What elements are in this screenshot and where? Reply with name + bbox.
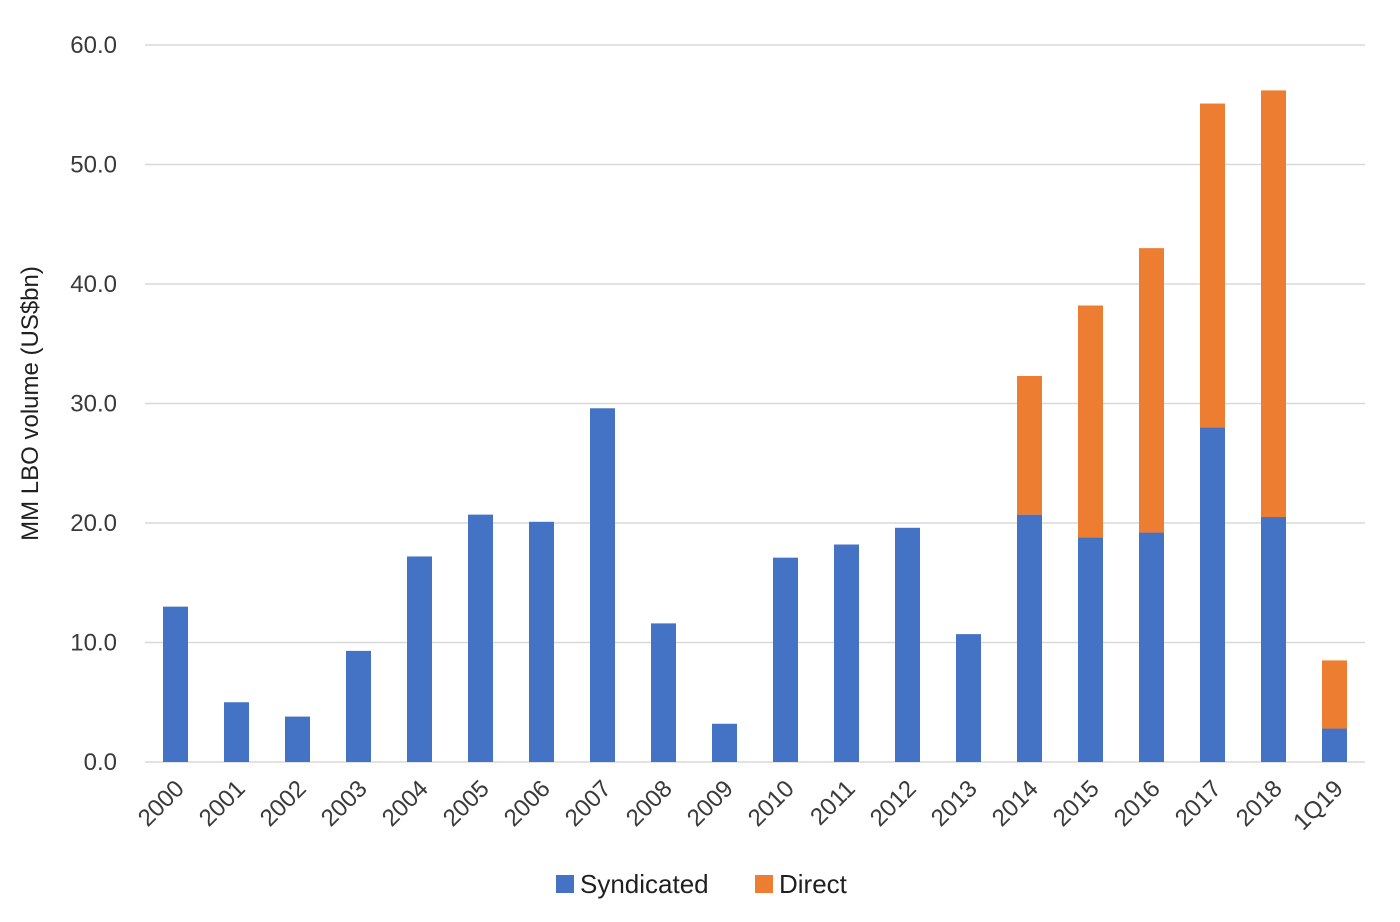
- x-tick-label: 1Q19: [1288, 775, 1349, 836]
- y-tick-label: 30.0: [70, 391, 117, 418]
- bar-syndicated-2012: [895, 527, 920, 762]
- bar-syndicated-2015: [1078, 537, 1103, 762]
- x-tick-label: 2013: [926, 775, 983, 832]
- legend: Syndicated Direct: [556, 869, 848, 899]
- y-axis-ticks: 0.0 10.0 20.0 30.0 40.0 50.0 60.0: [70, 32, 117, 776]
- y-tick-label: 40.0: [70, 271, 117, 298]
- bar-syndicated-2009: [712, 723, 737, 762]
- bar-syndicated-2007: [590, 408, 615, 762]
- legend-label-direct: Direct: [779, 869, 848, 899]
- bar-syndicated-2014: [1017, 514, 1042, 762]
- y-tick-label: 50.0: [70, 152, 117, 179]
- legend-swatch-syndicated: [556, 875, 574, 893]
- x-axis-ticks: 2000 2001 2002 2003 2004 2005 2006 2007 2008 2009…: [133, 775, 1349, 836]
- x-tick-label: 2002: [255, 775, 312, 832]
- bar-syndicated-2016: [1139, 532, 1164, 762]
- x-tick-label: 2016: [1109, 775, 1166, 832]
- bars: [163, 90, 1347, 762]
- bar-direct-1q19: [1322, 660, 1347, 729]
- x-tick-label: 2018: [1231, 775, 1288, 832]
- legend-label-syndicated: Syndicated: [580, 869, 709, 899]
- x-tick-label: 2008: [621, 775, 678, 832]
- y-tick-label: 60.0: [70, 32, 117, 59]
- bar-syndicated-2005: [468, 514, 493, 762]
- gridlines: [145, 44, 1365, 763]
- bar-syndicated-2006: [529, 521, 554, 762]
- bar-syndicated-2011: [834, 544, 859, 762]
- y-axis-title: MM LBO volume (US$bn): [17, 266, 44, 541]
- bar-direct-2014: [1017, 376, 1042, 515]
- x-tick-label: 2014: [987, 775, 1044, 832]
- legend-swatch-direct: [755, 875, 773, 893]
- bar-syndicated-2000: [163, 606, 188, 762]
- x-tick-label: 2012: [865, 775, 922, 832]
- x-tick-label: 2004: [377, 775, 434, 832]
- x-tick-label: 2017: [1170, 775, 1227, 832]
- x-tick-label: 2009: [682, 775, 739, 832]
- bar-syndicated-2018: [1261, 517, 1286, 762]
- x-tick-label: 2007: [560, 775, 617, 832]
- bar-syndicated-2003: [346, 650, 371, 762]
- bar-syndicated-2004: [407, 556, 432, 762]
- bar-direct-2015: [1078, 305, 1103, 538]
- x-tick-label: 2003: [316, 775, 373, 832]
- bar-syndicated-2017: [1200, 427, 1225, 762]
- bar-direct-2016: [1139, 248, 1164, 533]
- bar-syndicated-2001: [224, 702, 249, 762]
- y-tick-label: 20.0: [70, 510, 117, 537]
- x-tick-label: 2006: [499, 775, 556, 832]
- bar-direct-2018: [1261, 90, 1286, 518]
- x-tick-label: 2011: [805, 775, 861, 831]
- bar-syndicated-2008: [651, 623, 676, 762]
- bar-syndicated-2013: [956, 634, 981, 762]
- x-tick-label: 2015: [1048, 775, 1105, 832]
- y-tick-label: 10.0: [70, 630, 117, 657]
- x-tick-label: 2005: [438, 775, 495, 832]
- y-tick-label: 0.0: [84, 749, 117, 776]
- bar-syndicated-2010: [773, 557, 798, 762]
- x-tick-label: 2000: [133, 775, 190, 832]
- x-tick-label: 2001: [194, 775, 251, 832]
- bar-syndicated-1q19: [1322, 728, 1347, 762]
- x-tick-label: 2010: [743, 775, 800, 832]
- bar-syndicated-2002: [285, 716, 310, 762]
- bar-direct-2017: [1200, 103, 1225, 428]
